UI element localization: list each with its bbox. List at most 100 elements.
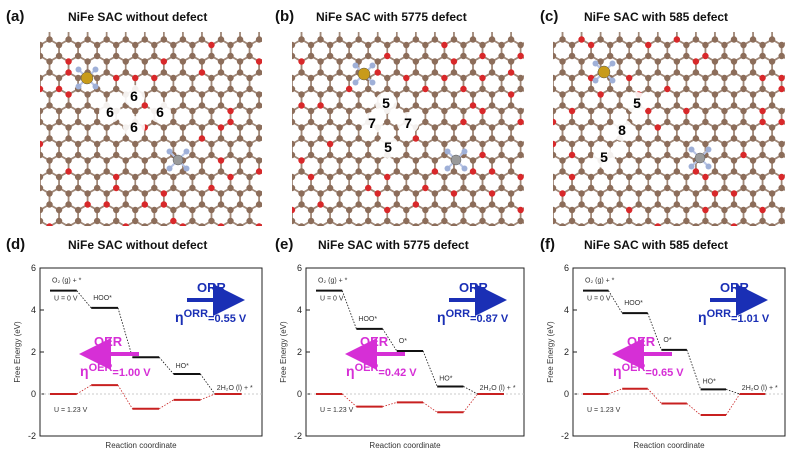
carbon-atom [721,251,727,257]
oxygen-atom [113,9,119,15]
carbon-atom [441,52,448,60]
carbon-atom [55,107,63,115]
bond [292,176,293,189]
carbon-atom [84,124,91,131]
carbon-atom [587,52,595,60]
oxygen-atom [759,118,766,126]
connector [341,290,357,330]
oxygen-atom [488,190,496,197]
carbon-atom [441,173,448,181]
oxygen-atom [460,9,466,15]
carbon-atom [587,107,595,115]
oxygen-atom [375,234,381,240]
oxygen-atom [683,107,690,115]
carbon-atom [778,107,785,115]
bond [524,155,543,177]
carbon-atom [403,140,410,148]
bond [263,221,282,243]
bond [154,238,173,260]
carbon-atom [431,69,439,76]
carbon-atom [540,124,546,130]
bond [667,238,686,260]
carbon-atom [616,3,622,9]
carbon-atom [65,190,72,197]
oer-label: OER [94,334,123,349]
carbon-atom [161,234,167,240]
carbon-atom [355,168,362,175]
bond [40,220,51,226]
bond [657,220,678,226]
carbon-atom [170,240,176,246]
carbon-atom [606,41,614,49]
carbon-atom [759,184,766,192]
oxygen-atom [711,190,719,197]
bond [724,7,743,29]
carbon-atom [721,184,728,192]
carbon-atom [170,41,177,49]
carbon-atom [292,74,296,82]
carbon-atom [8,168,14,174]
carbon-atom [531,207,537,213]
oxygen-atom [788,234,794,240]
carbon-atom [170,118,177,126]
carbon-atom [413,3,419,9]
carbon-atom [721,151,728,159]
carbon-atom [568,41,576,49]
carbon-atom [750,3,756,9]
carbon-atom [74,74,82,82]
bond [387,7,406,29]
oxygen-atom [198,135,206,142]
carbon-atom [721,206,728,214]
carbon-atom [422,107,429,115]
carbon-atom [451,3,457,9]
carbon-atom [94,240,100,246]
carbon-atom [540,36,546,42]
carbon-atom [275,58,281,64]
carbon-atom [8,190,14,196]
carbon-atom [279,223,285,229]
oxygen-atom [151,251,157,257]
carbon-atom [553,107,557,115]
carbon-atom [298,190,305,197]
carbon-atom [578,190,585,197]
carbon-atom [255,124,262,131]
carbon-atom [568,118,576,126]
carbon-atom [142,3,148,9]
carbon-atom [527,58,533,64]
carbon-atom [674,3,680,9]
carbon-atom [292,118,296,126]
carbon-atom [103,25,109,31]
carbon-atom [208,85,215,93]
carbon-atom [654,102,661,109]
connector [647,388,662,404]
bond [425,238,444,260]
carbon-atom [217,102,225,109]
carbon-atom [768,157,776,164]
carbon-atom [498,140,505,148]
carbon-atom [546,91,552,97]
carbon-atom [365,41,372,49]
carbon-atom [597,25,603,31]
oxygen-atom [655,3,661,9]
bond [368,7,387,29]
carbon-atom [730,36,738,43]
carbon-atom [403,206,410,214]
carbon-atom [683,85,690,93]
carbon-atom [246,184,253,192]
carbon-atom [768,124,776,131]
carbon-atom [227,85,234,93]
carbon-atom [540,135,546,141]
carbon-atom [546,190,552,196]
carbon-atom [208,107,215,115]
carbon-atom [517,85,524,93]
oxygen-atom [279,69,285,75]
oxygen-atom [531,75,537,81]
carbon-atom [527,256,533,262]
carbon-atom [27,135,33,141]
bond [258,223,262,226]
carbon-atom [345,52,353,60]
carbon-atom [246,240,252,246]
carbon-atom [635,190,642,197]
carbon-atom [489,234,495,240]
carbon-atom [275,201,281,207]
